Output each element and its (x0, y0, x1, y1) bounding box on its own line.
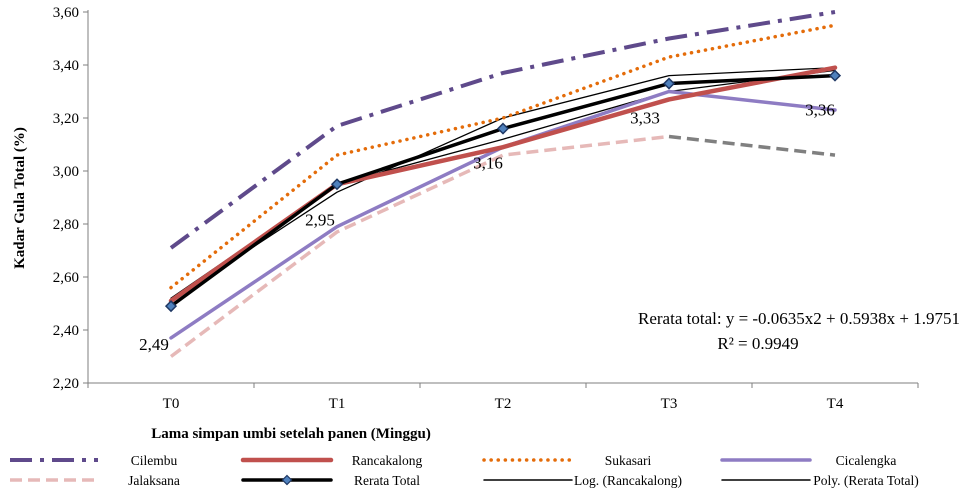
y-tick-label: 3,20 (53, 111, 79, 127)
legend: Cilembu Rancakalong Sukasari Cicalengka Jala… (10, 453, 919, 488)
legend-item: Jalaksana (10, 473, 180, 488)
legend-item: Cicalengka (720, 453, 897, 468)
series-rancakalong (168, 65, 838, 304)
x-tick-label: T1 (329, 396, 346, 412)
series-sukasari (169, 23, 837, 290)
legend-label: Cilembu (131, 453, 178, 468)
x-tick-label: T4 (827, 396, 844, 412)
legend-label: Poly. (Rerata Total) (813, 473, 919, 488)
legend-label: Log. (Rancakalong) (574, 473, 682, 488)
data-label: 3,36 (805, 101, 835, 120)
x-tick-label: T2 (495, 396, 512, 412)
legend-item: Rancakalong (240, 453, 423, 468)
legend-marker (281, 474, 293, 486)
y-tick-label: 2,40 (53, 323, 79, 339)
y-tick-label: 2,20 (53, 376, 79, 392)
series-line (169, 134, 670, 358)
data-label: 3,16 (473, 154, 503, 173)
data-point-marker (164, 300, 178, 313)
legend-label: Jalaksana (128, 473, 180, 488)
series-line (169, 23, 837, 290)
series-layer (164, 10, 842, 358)
legend-label: Rancakalong (352, 453, 423, 468)
legend-item: Rerata Total (241, 473, 420, 488)
trendline-equation: Rerata total: y = -0.0635x2 + 0.5938x + … (638, 309, 960, 328)
legend-label: Cicalengka (836, 453, 897, 468)
y-tick-label: 2,60 (53, 270, 79, 286)
series-line-tail (668, 134, 836, 157)
legend-item: Cilembu (10, 453, 177, 468)
series-line (168, 65, 838, 304)
series-log-rancakalong (170, 69, 836, 299)
y-tick-label: 3,00 (53, 164, 79, 180)
series-line (170, 67, 836, 302)
data-point-marker (828, 69, 842, 82)
series-line (170, 69, 836, 299)
legend-label: Rerata Total (354, 473, 420, 488)
axes: 2,20 2,40 2,60 2,80 3,00 3,20 3,40 3,60 T0 T1 T2 T3… (53, 5, 919, 412)
data-labels: 2,49 2,95 3,16 3,33 3,36 (139, 101, 835, 355)
data-point-marker (662, 77, 676, 90)
legend-label: Sukasari (605, 453, 652, 468)
data-point-marker (330, 178, 344, 191)
y-tick-label: 2,80 (53, 217, 79, 233)
y-tick-label: 3,60 (53, 5, 79, 21)
data-point-marker (496, 122, 510, 135)
series-rerata-total (164, 69, 842, 313)
y-axis-title: Kadar Gula Total (%) (12, 127, 28, 269)
trendline-r-squared: R² = 0.9949 (717, 334, 798, 353)
series-cilembu (169, 10, 836, 250)
legend-item: Sukasari (482, 453, 652, 468)
series-jalaksana (169, 134, 836, 358)
legend-item: Log. (Rancakalong) (483, 473, 682, 488)
data-label: 3,33 (630, 109, 660, 128)
series-poly-rerata-total (170, 67, 836, 302)
series-line (169, 10, 836, 250)
data-label: 2,49 (139, 335, 169, 354)
x-tick-label: T0 (163, 396, 180, 412)
data-label: 2,95 (305, 210, 335, 229)
legend-item: Poly. (Rerata Total) (721, 473, 919, 488)
x-axis-title: Lama simpan umbi setelah panen (Minggu) (151, 426, 431, 442)
x-tick-label: T3 (661, 396, 678, 412)
y-tick-label: 3,40 (53, 58, 79, 74)
